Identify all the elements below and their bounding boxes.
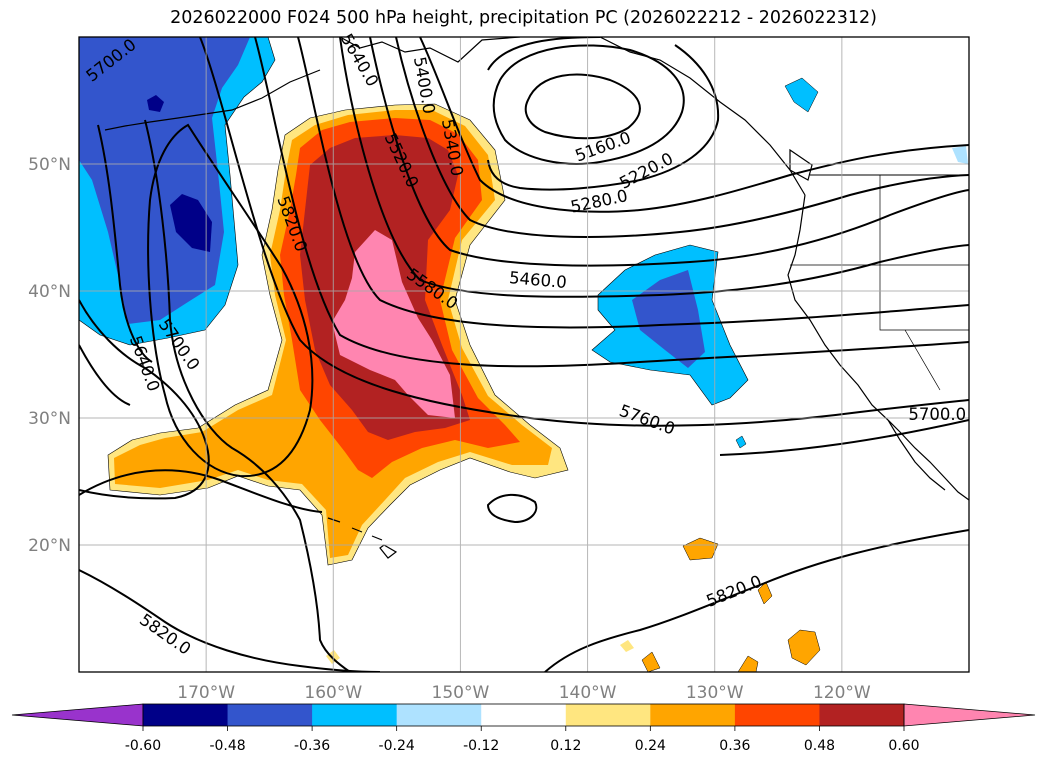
- colorbar-extend-max: [903, 703, 1036, 727]
- lon-tick-label: 150°W: [432, 683, 490, 703]
- vancouver-island: [789, 148, 813, 181]
- colorbar-segment: [650, 704, 736, 726]
- lat-tick-label: 20°N: [28, 536, 71, 556]
- colorbar-tick-label: 0.24: [635, 738, 666, 754]
- colorbar-tick-label: -0.48: [209, 738, 245, 754]
- colorbar-tick-label: 0.12: [550, 738, 581, 754]
- baja-california: [887, 419, 946, 491]
- height-contour: [144, 119, 351, 672]
- lon-tick-label: 130°W: [686, 683, 744, 703]
- negative-precip-region: [170, 194, 212, 252]
- colorbar-segment: [227, 704, 313, 726]
- colorbar-segment: [565, 704, 651, 726]
- height-contour: [369, 37, 969, 267]
- lon-tick-label: 160°W: [304, 683, 362, 703]
- contour-label-text: 5700.0: [908, 405, 966, 424]
- lat-tick-label: 50°N: [28, 155, 71, 175]
- map-title: 2026022000 F024 500 hPa height, precipit…: [170, 8, 877, 28]
- colorbar-extend-min: [11, 703, 144, 727]
- colorbar-tick-label: 0.60: [888, 738, 919, 754]
- negative-precip-region: [147, 95, 164, 112]
- positive-precip-region: [682, 537, 719, 561]
- height-contour: [79, 124, 153, 406]
- alaska-coastline: [339, 37, 521, 63]
- positive-precip-region: [641, 651, 661, 672]
- colorbar-tick-label: -0.60: [125, 738, 161, 754]
- state-borders: [790, 175, 969, 391]
- lat-tick-label: 40°N: [28, 282, 71, 302]
- colorbar-outline: [142, 703, 905, 727]
- height-contour: [719, 419, 969, 456]
- height-contour: [147, 123, 314, 478]
- north-america-west-coast: [787, 194, 969, 501]
- contour-label: 5820.0: [704, 572, 765, 611]
- height-contour: [486, 493, 538, 524]
- positive-precip-region: [620, 640, 634, 652]
- colorbar-segment: [481, 704, 567, 726]
- longitude-labels: 170°W 160°W 150°W 140°W 130°W 120°W: [177, 683, 871, 703]
- lon-tick-label: 140°W: [559, 683, 617, 703]
- contour-label-text: 5760.0: [617, 401, 678, 439]
- negative-precip-region: [735, 435, 747, 449]
- colorbar: -0.60 -0.48 -0.36 -0.24 -0.12 0.12 0.24 0.36 0.4…: [11, 703, 1036, 754]
- colorbar-tick-label: 0.36: [719, 738, 750, 754]
- contour-label: 5640.0: [126, 333, 164, 394]
- height-contour: [79, 569, 381, 672]
- height-contour: [492, 44, 685, 165]
- colorbar-segment: [734, 704, 820, 726]
- height-contour: [79, 469, 323, 513]
- lon-tick-label: 120°W: [813, 683, 871, 703]
- height-contour: [254, 37, 969, 368]
- positive-precip-region: [332, 230, 455, 418]
- negative-precip-region: [784, 77, 819, 113]
- latitude-labels: 20°N 30°N 40°N 50°N: [28, 155, 71, 556]
- colorbar-segment: [312, 704, 398, 726]
- contour-label: 5160.0: [573, 128, 634, 166]
- colorbar-segment: [396, 704, 482, 726]
- colorbar-segment: [143, 704, 229, 726]
- positive-precip-region: [737, 655, 759, 672]
- colorbar-tick-label: 0.48: [804, 738, 835, 754]
- negative-precip-region: [79, 37, 250, 324]
- height-contour: [297, 37, 969, 329]
- gridlines: [79, 37, 969, 672]
- colorbar-tick-label: -0.12: [463, 738, 499, 754]
- lon-tick-label: 170°W: [177, 683, 235, 703]
- colorbar-segment: [819, 704, 905, 726]
- colorbar-tick-label: -0.36: [294, 738, 330, 754]
- contour-label: 5760.0: [617, 401, 678, 439]
- contour-label-text: 5460.0: [508, 268, 567, 292]
- height-contour: [524, 73, 641, 140]
- contour-label: 5460.0: [508, 268, 567, 292]
- height-contour: [395, 37, 969, 238]
- coastlines: [104, 37, 969, 559]
- map-frame: [78, 36, 970, 673]
- lat-tick-label: 30°N: [28, 409, 71, 429]
- height-contour: [544, 529, 969, 672]
- precipitation-shading: [79, 37, 968, 672]
- aleutian-islands: [104, 69, 321, 131]
- negative-precip-region: [952, 146, 968, 164]
- positive-precip-region: [787, 629, 821, 666]
- contour-label-text: 5820.0: [704, 572, 765, 611]
- height-contour: [199, 37, 969, 427]
- colorbar-tick-label: -0.24: [379, 738, 415, 754]
- contour-label: 5700.0: [908, 405, 966, 424]
- contour-label-text: 5160.0: [573, 128, 634, 166]
- height-contour: [79, 299, 210, 500]
- hawaii-islands: [327, 517, 398, 559]
- alaska-panhandle-coast: [599, 37, 806, 196]
- height-contour: [339, 37, 969, 298]
